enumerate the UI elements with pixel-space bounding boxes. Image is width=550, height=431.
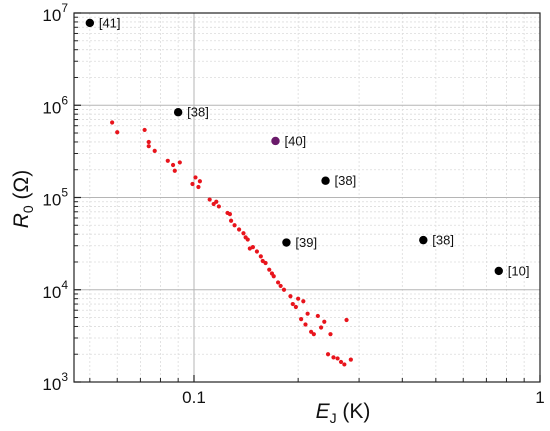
data-point [165,158,170,163]
point-annotation-label: [38] [187,105,209,120]
point-annotation-label: [38] [432,233,454,248]
y-axis-label-unit: (Ω) [10,170,33,206]
data-point [197,179,202,184]
x-axis-label-subscript: J [330,410,337,426]
data-point [142,127,147,133]
annotated-point [173,108,183,117]
annotated-point [282,238,291,247]
x-tick-label: 1 [535,388,544,407]
annotated-point [85,18,95,28]
data-point [322,319,327,324]
data-point [146,144,151,149]
x-tick-labels: 0.1 1 [182,388,545,407]
y-tick-labels: 103 104 105 106 107 [42,1,68,394]
data-point [190,181,195,187]
x-tick-label: 0.1 [182,388,206,407]
annotated-point [419,235,428,245]
data-point [303,322,308,327]
y-axis-label: R0 (Ω) [10,170,36,229]
data-point [227,212,233,217]
data-point [172,168,177,173]
data-point [245,237,250,242]
data-point [335,356,340,361]
y-axis-label-subscript: 0 [20,205,36,213]
data-point [309,329,314,334]
y-tick-label: 103 [42,370,68,394]
data-point [152,148,157,153]
data-point [318,325,324,330]
data-point [228,218,234,223]
data-point [331,355,336,360]
data-point [281,287,287,292]
data-point [254,249,260,254]
point-annotation-label: [10] [508,263,530,278]
data-point [258,254,263,259]
data-point [293,304,298,310]
annotated-point [494,266,503,276]
data-point [275,280,281,285]
data-point [315,313,320,319]
data-point [216,204,221,209]
point-annotation-label: [41] [99,15,121,30]
y-tick-label: 105 [42,186,68,210]
data-point [305,311,310,316]
y-tick-label: 107 [42,1,68,25]
point-annotation-label: [40] [284,133,306,148]
data-point [301,299,306,304]
data-point [207,197,212,202]
data-point [250,244,256,250]
data-point [110,120,115,125]
data-point [115,130,120,135]
data-point [311,332,316,337]
data-point [170,162,176,168]
annotated-point [321,176,330,185]
data-point [263,260,268,266]
data-point [342,362,347,367]
data-point [278,283,283,289]
data-point [328,332,333,337]
data-point [338,359,344,365]
y-tick-label: 104 [42,278,68,302]
data-point [271,274,276,279]
point-annotation-label: [38] [335,173,357,188]
data-point [288,294,293,299]
data-point [325,352,331,357]
y-axis-label-symbol: R [10,213,33,228]
point-annotation-label: [39] [295,235,317,250]
x-axis-label-symbol: E [316,400,331,423]
data-point [296,296,301,301]
major-grid [74,13,540,382]
data-point [241,231,246,236]
data-point [299,317,304,322]
x-axis-label: EJ (K) [316,400,371,426]
data-point [348,357,353,362]
data-point [232,223,237,228]
axis-ticks [74,12,541,383]
data-point [196,184,201,190]
data-point [236,227,242,232]
data-point [214,199,219,204]
x-axis-label-unit: (K) [337,400,371,423]
data-series [110,120,353,367]
data-point [177,160,182,165]
data-point [146,139,151,145]
data-point [290,301,295,307]
y-tick-label: 106 [42,93,68,117]
data-point [193,175,198,180]
data-point [267,267,272,272]
annotated-point [271,136,280,146]
data-point [344,317,349,323]
annotated-points: [41] [38] [40] [38] [39] [38] [10] [85,15,530,278]
